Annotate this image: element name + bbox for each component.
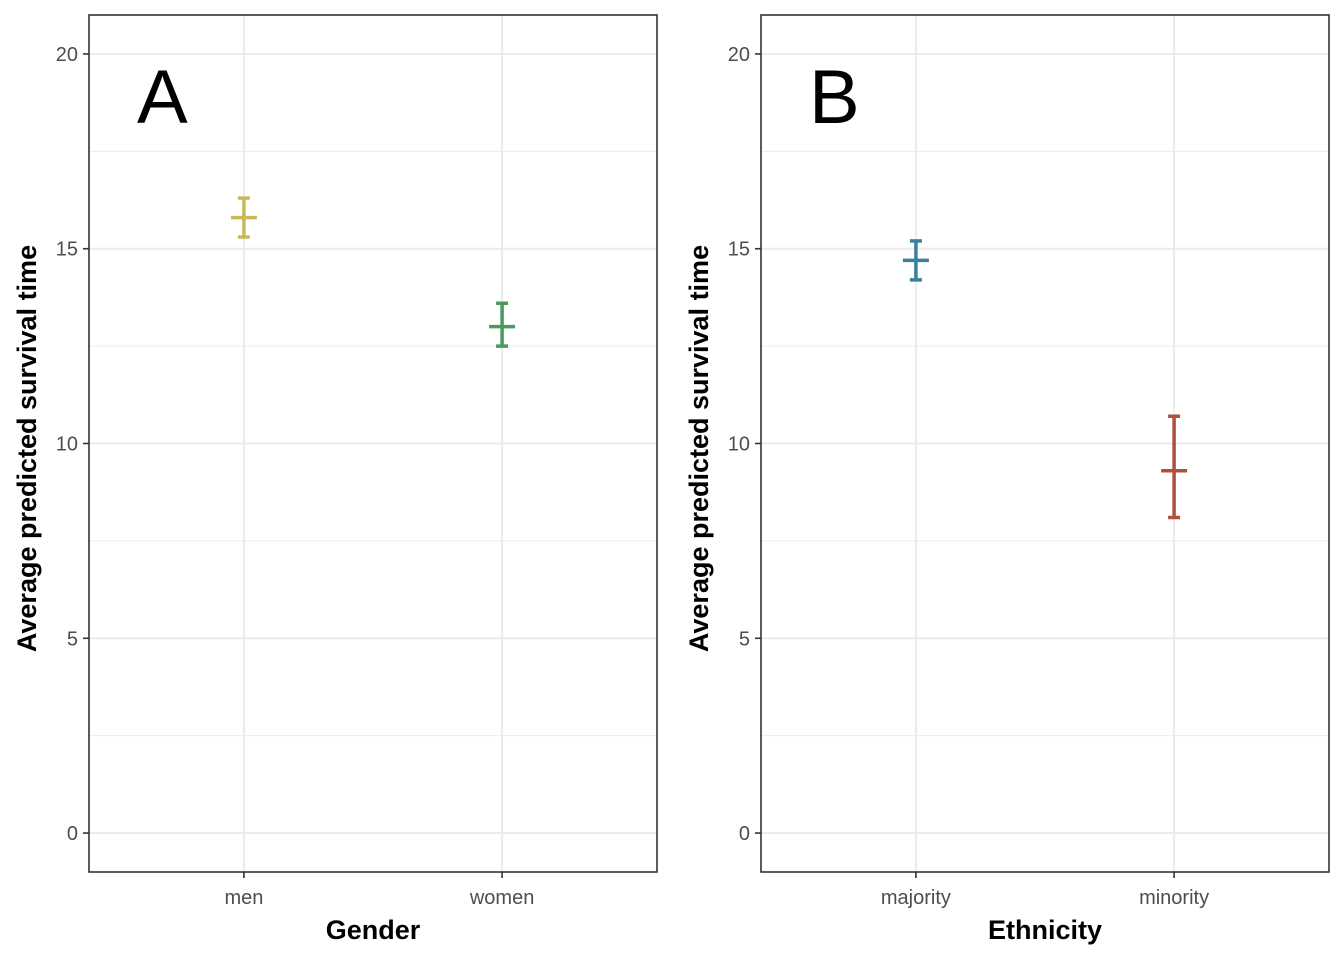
errorbar-men xyxy=(230,196,257,239)
panel-tag: B xyxy=(809,55,860,140)
y-tick-label: 15 xyxy=(728,239,750,261)
x-tick-label: majority xyxy=(881,887,951,909)
errorbar-minority xyxy=(1161,414,1188,520)
y-tick-label: 10 xyxy=(56,434,78,456)
y-tick-label: 0 xyxy=(67,823,78,845)
y-tick-label: 15 xyxy=(56,239,78,261)
y-tick-label: 5 xyxy=(739,628,750,650)
y-tick-label: 20 xyxy=(56,44,78,66)
y-axis-title: Average predicted survival time xyxy=(684,245,714,652)
x-axis-title: Gender xyxy=(326,915,421,945)
panel-b: 0 5 10 15 20 majority minority B Ethnicity Averag… xyxy=(684,14,1330,945)
x-tick-label: minority xyxy=(1139,887,1209,909)
y-axis-title: Average predicted survival time xyxy=(12,245,42,652)
panel-tag: A xyxy=(137,55,188,140)
y-tick-label: 5 xyxy=(67,628,78,650)
panel-a: 0 5 10 15 20 men women A Gender Average predicted… xyxy=(12,14,658,945)
errorbar-majority xyxy=(902,239,929,282)
x-tick-label: women xyxy=(469,887,534,909)
errorbar-women xyxy=(489,301,516,348)
y-tick-label: 10 xyxy=(728,434,750,456)
y-tick-label: 0 xyxy=(739,823,750,845)
x-tick-label: men xyxy=(224,887,263,909)
y-tick-label: 20 xyxy=(728,44,750,66)
x-axis-title: Ethnicity xyxy=(988,915,1102,945)
